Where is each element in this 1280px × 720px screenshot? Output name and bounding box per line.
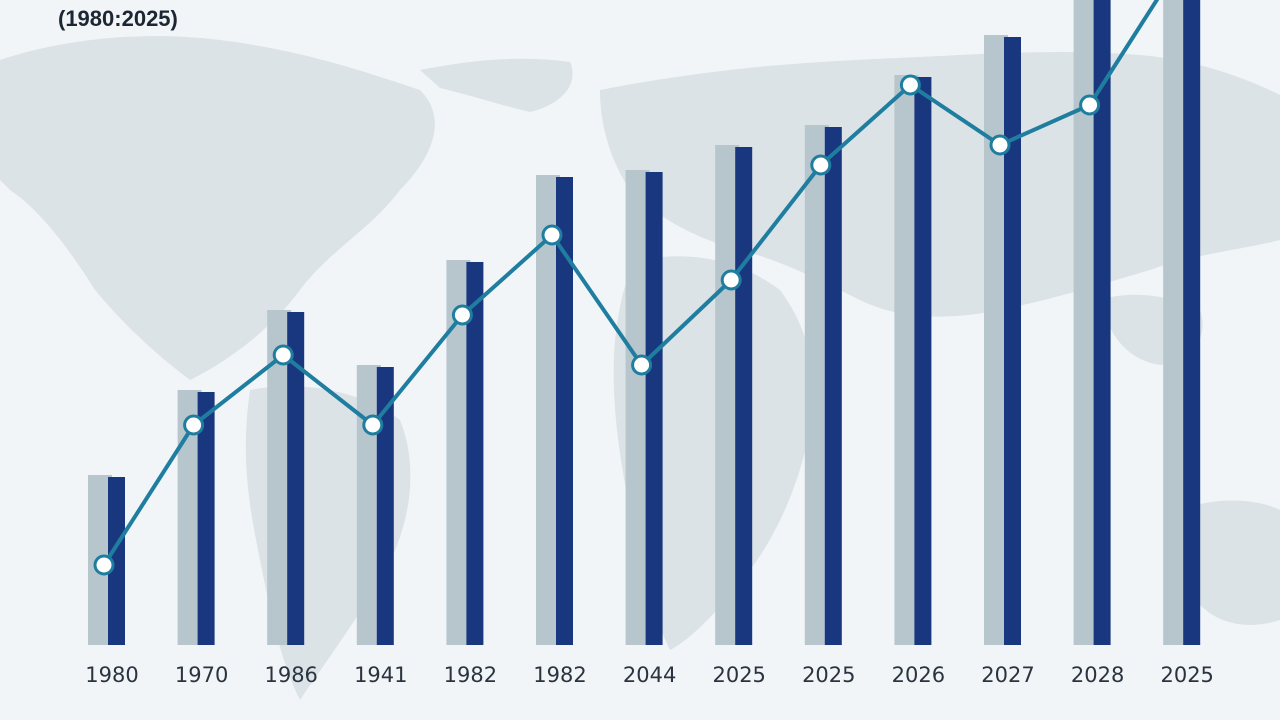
line-point-marker — [183, 414, 205, 436]
line-point-marker — [362, 414, 384, 436]
x-tick-label: 1980 — [85, 663, 138, 687]
series-dark-bars — [108, 0, 1201, 645]
bar-dark — [376, 367, 394, 645]
x-axis-tick-labels: 1980 1970 1986 1941 1982 1982 2044 2025 2025 2026… — [85, 663, 1214, 687]
series-line-markers — [93, 74, 1101, 576]
line-point-marker — [899, 74, 921, 96]
bar-dark — [735, 147, 753, 645]
x-tick-label: 2025 — [802, 663, 855, 687]
x-tick-label: 2044 — [623, 663, 676, 687]
bar-dark — [287, 312, 305, 645]
bar-dark — [1183, 0, 1201, 645]
bar-dark — [556, 177, 573, 645]
x-tick-label: 2027 — [981, 663, 1034, 687]
x-tick-label: 1986 — [264, 663, 317, 687]
bar-dark — [466, 262, 484, 645]
line-point-marker — [989, 134, 1011, 156]
bar-dark — [645, 172, 663, 645]
x-tick-label: 1941 — [354, 663, 407, 687]
bar-dark — [1004, 37, 1021, 645]
line-point-marker — [720, 269, 742, 291]
chart-subtitle: (1980:2025) — [58, 6, 178, 31]
line-point-marker — [93, 554, 115, 576]
x-tick-label: 1982 — [533, 663, 586, 687]
bar-dark — [914, 77, 932, 645]
line-point-marker — [810, 154, 832, 176]
line-point-marker — [451, 304, 473, 326]
x-tick-label: 2025 — [712, 663, 765, 687]
line-point-marker — [631, 354, 653, 376]
x-tick-label: 1982 — [444, 663, 497, 687]
bar-dark — [824, 127, 842, 645]
bar-dark — [108, 477, 125, 645]
bar-dark — [197, 392, 215, 645]
line-point-marker — [272, 344, 294, 366]
x-tick-label: 2025 — [1160, 663, 1213, 687]
line-point-marker — [1079, 94, 1101, 116]
x-tick-label: 1970 — [175, 663, 228, 687]
bar-dark — [1093, 0, 1111, 645]
line-point-marker — [541, 224, 563, 246]
x-tick-label: 2028 — [1071, 663, 1124, 687]
x-tick-label: 2026 — [892, 663, 945, 687]
